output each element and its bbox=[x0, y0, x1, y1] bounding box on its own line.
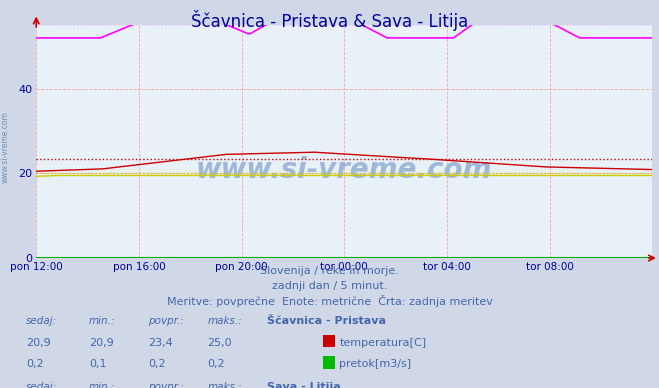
Text: pretok[m3/s]: pretok[m3/s] bbox=[339, 359, 411, 369]
Text: maks.:: maks.: bbox=[208, 382, 243, 388]
Text: 20,9: 20,9 bbox=[89, 338, 114, 348]
Text: zadnji dan / 5 minut.: zadnji dan / 5 minut. bbox=[272, 281, 387, 291]
Text: www.si-vreme.com: www.si-vreme.com bbox=[196, 156, 492, 184]
Text: povpr.:: povpr.: bbox=[148, 316, 184, 326]
Text: povpr.:: povpr.: bbox=[148, 382, 184, 388]
Text: sedaj:: sedaj: bbox=[26, 382, 57, 388]
Text: 0,1: 0,1 bbox=[89, 359, 107, 369]
Text: Slovenija / reke in morje.: Slovenija / reke in morje. bbox=[260, 266, 399, 276]
Text: Ščavnica - Pristava: Ščavnica - Pristava bbox=[267, 316, 386, 326]
Text: min.:: min.: bbox=[89, 382, 115, 388]
Text: Sava - Litija: Sava - Litija bbox=[267, 382, 341, 388]
Text: Meritve: povprečne  Enote: metrične  Črta: zadnja meritev: Meritve: povprečne Enote: metrične Črta:… bbox=[167, 295, 492, 307]
Text: 23,4: 23,4 bbox=[148, 338, 173, 348]
Text: sedaj:: sedaj: bbox=[26, 316, 57, 326]
Text: Ščavnica - Pristava & Sava - Litija: Ščavnica - Pristava & Sava - Litija bbox=[191, 10, 468, 31]
Text: 0,2: 0,2 bbox=[148, 359, 166, 369]
Text: 25,0: 25,0 bbox=[208, 338, 232, 348]
Text: temperatura[C]: temperatura[C] bbox=[339, 338, 426, 348]
Text: maks.:: maks.: bbox=[208, 316, 243, 326]
Text: 20,9: 20,9 bbox=[26, 338, 51, 348]
Text: www.si-vreme.com: www.si-vreme.com bbox=[1, 111, 10, 184]
Text: 0,2: 0,2 bbox=[208, 359, 225, 369]
Text: min.:: min.: bbox=[89, 316, 115, 326]
Text: 0,2: 0,2 bbox=[26, 359, 44, 369]
